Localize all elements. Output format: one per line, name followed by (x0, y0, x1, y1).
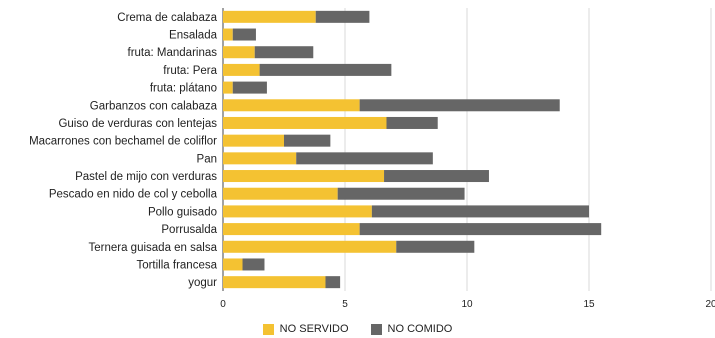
x-tick-label: 15 (583, 299, 595, 310)
bar-no-comido (359, 99, 560, 112)
bar-no-servido (223, 187, 338, 200)
bar-no-servido (223, 240, 397, 253)
bar-no-comido (254, 46, 314, 59)
bar-no-comido (232, 81, 267, 94)
category-label: Pescado en nido de col y cebolla (49, 189, 218, 201)
bar-no-servido (223, 28, 233, 41)
category-label: Pollo guisado (148, 206, 217, 218)
bar-no-servido (223, 81, 233, 94)
bar-no-comido (232, 28, 256, 41)
bar-no-servido (223, 10, 316, 23)
bar-no-servido (223, 205, 372, 218)
bar-no-comido (359, 223, 602, 236)
category-label: Tortilla francesa (136, 259, 217, 271)
bar-no-servido (223, 170, 385, 183)
bar-no-comido (242, 258, 265, 271)
category-label: fruta: Mandarinas (128, 47, 218, 59)
category-label: Ensalada (169, 30, 218, 42)
bar-no-servido (223, 116, 387, 129)
category-label: fruta: Pera (163, 65, 217, 77)
x-tick-label: 5 (342, 299, 348, 310)
category-label: fruta: plátano (150, 83, 217, 95)
bar-no-servido (223, 152, 297, 165)
x-tick-label: 10 (461, 299, 473, 310)
category-label: Crema de calabaza (117, 12, 217, 24)
category-label: Pastel de mijo con verduras (75, 171, 217, 183)
x-tick-label: 20 (705, 299, 715, 310)
category-label: Pan (197, 153, 217, 165)
bar-no-comido (296, 152, 433, 165)
bar-no-servido (223, 46, 255, 59)
bar-no-comido (337, 187, 465, 200)
legend-swatch-no-comido (370, 323, 382, 335)
category-label: Ternera guisada en salsa (89, 242, 218, 254)
bar-no-comido (259, 63, 392, 76)
category-label: yogur (188, 277, 217, 289)
legend-label-no-servido: NO SERVIDO (279, 323, 349, 335)
category-label: Macarrones con bechamel de coliflor (29, 136, 217, 148)
bar-no-servido (223, 276, 326, 289)
bar-no-servido (223, 258, 243, 271)
bar-no-servido (223, 223, 360, 236)
bar-no-comido (284, 134, 331, 147)
legend-swatch-no-servido (262, 323, 274, 335)
category-label: Garbanzos con calabaza (90, 100, 218, 112)
x-tick-label: 0 (220, 299, 226, 310)
category-label: Guiso de verduras con lentejas (58, 118, 217, 130)
bar-no-comido (315, 10, 370, 23)
category-label: Porrusalda (161, 224, 217, 236)
legend-label-no-comido: NO COMIDO (387, 323, 453, 335)
legend-item-no-servido: NO SERVIDO (262, 323, 349, 335)
bar-no-servido (223, 63, 260, 76)
bar-no-comido (386, 116, 438, 129)
bar-no-servido (223, 134, 284, 147)
bar-no-comido (371, 205, 589, 218)
bar-no-comido (384, 170, 489, 183)
bar-no-comido (325, 276, 341, 289)
bar-no-servido (223, 99, 360, 112)
legend: NO SERVIDO NO COMIDO (0, 320, 715, 338)
bar-no-comido (396, 240, 475, 253)
legend-item-no-comido: NO COMIDO (370, 323, 453, 335)
